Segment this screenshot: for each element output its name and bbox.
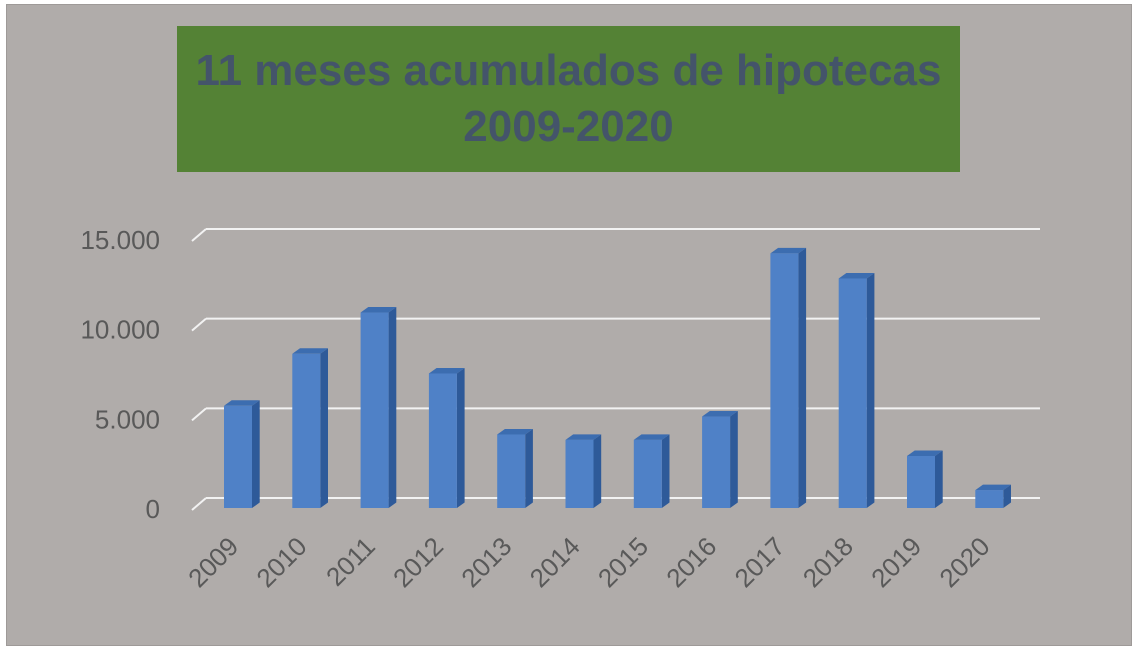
y-tick-label: 15.000 bbox=[80, 225, 160, 255]
gridline-slant bbox=[191, 228, 207, 242]
x-axis-labels: 2009 2010 2011 2012 2013 2014 2015 2016 2017 2018… bbox=[182, 531, 995, 593]
bar-side bbox=[252, 400, 260, 508]
bar-top bbox=[702, 411, 738, 417]
bar-front bbox=[838, 278, 867, 508]
bar-front bbox=[292, 353, 321, 508]
bar bbox=[497, 428, 533, 508]
bar-front bbox=[702, 416, 731, 508]
bar-front bbox=[428, 373, 457, 508]
chart-frame: 11 meses acumulados de hipotecas 2009-20… bbox=[6, 4, 1132, 646]
gridline-slant bbox=[191, 497, 207, 511]
bar-side bbox=[661, 434, 670, 508]
bar-front bbox=[633, 439, 662, 508]
bar-top bbox=[907, 450, 943, 456]
bar bbox=[428, 368, 465, 508]
bar-top bbox=[428, 368, 465, 374]
x-tick-label: 2018 bbox=[797, 531, 859, 593]
bar-side bbox=[798, 247, 807, 508]
y-axis-labels: 0 5.000 10.000 15.000 bbox=[80, 225, 160, 524]
x-tick-label: 2013 bbox=[455, 531, 517, 593]
bar-top bbox=[497, 428, 533, 435]
y-tick-label: 5.000 bbox=[95, 404, 160, 434]
x-tick-label: 2016 bbox=[660, 531, 722, 593]
bar-side bbox=[1003, 484, 1011, 508]
bar-front bbox=[907, 455, 935, 508]
x-tick-label: 2014 bbox=[524, 531, 586, 593]
y-tick-label: 10.000 bbox=[80, 315, 160, 345]
bar-front bbox=[770, 253, 799, 508]
bar-top bbox=[633, 434, 670, 440]
chart-title-line-2: 2009-2020 bbox=[463, 102, 674, 151]
bar-top bbox=[565, 434, 602, 440]
x-tick-label: 2017 bbox=[729, 531, 791, 593]
bar-top bbox=[292, 348, 328, 354]
bar-top bbox=[360, 307, 397, 313]
bar bbox=[975, 484, 1011, 508]
bar-side bbox=[456, 368, 465, 508]
bar-front bbox=[565, 439, 594, 508]
bar-front bbox=[224, 405, 252, 508]
gridline-slant bbox=[191, 317, 207, 332]
chart-title: 11 meses acumulados de hipotecas 2009-20… bbox=[177, 26, 960, 172]
bar-front bbox=[360, 312, 389, 508]
y-tick-label: 0 bbox=[146, 494, 160, 524]
bar bbox=[770, 247, 807, 508]
x-tick-label: 2010 bbox=[250, 531, 312, 593]
chart-title-line-1: 11 meses acumulados de hipotecas bbox=[195, 46, 942, 95]
x-tick-label: 2012 bbox=[387, 531, 449, 593]
bar-side bbox=[320, 348, 328, 508]
bar bbox=[907, 450, 943, 508]
bar-side bbox=[730, 411, 738, 508]
bar bbox=[360, 307, 397, 508]
bar-front bbox=[497, 434, 526, 508]
bars bbox=[224, 247, 1011, 508]
bar-side bbox=[866, 272, 875, 508]
bar-top bbox=[838, 272, 875, 279]
x-tick-label: 2011 bbox=[320, 531, 381, 592]
bar-top bbox=[224, 400, 260, 406]
bar-top bbox=[975, 484, 1011, 491]
gridline-slant bbox=[191, 407, 207, 422]
bar-side bbox=[935, 450, 943, 508]
bar-side bbox=[388, 307, 397, 508]
x-tick-label: 2015 bbox=[592, 531, 654, 593]
bar bbox=[292, 348, 328, 508]
gridlines bbox=[191, 228, 1040, 511]
x-tick-label: 2009 bbox=[182, 531, 244, 593]
bar bbox=[224, 400, 260, 508]
bar-front bbox=[975, 490, 1004, 508]
bar-top bbox=[770, 247, 807, 254]
bar-side bbox=[593, 434, 602, 508]
bar bbox=[565, 434, 602, 508]
bar bbox=[702, 411, 738, 508]
bar bbox=[838, 272, 875, 508]
x-tick-label: 2019 bbox=[865, 531, 927, 593]
bar-side bbox=[525, 428, 533, 508]
x-tick-label: 2020 bbox=[933, 531, 995, 593]
bar bbox=[633, 434, 670, 508]
